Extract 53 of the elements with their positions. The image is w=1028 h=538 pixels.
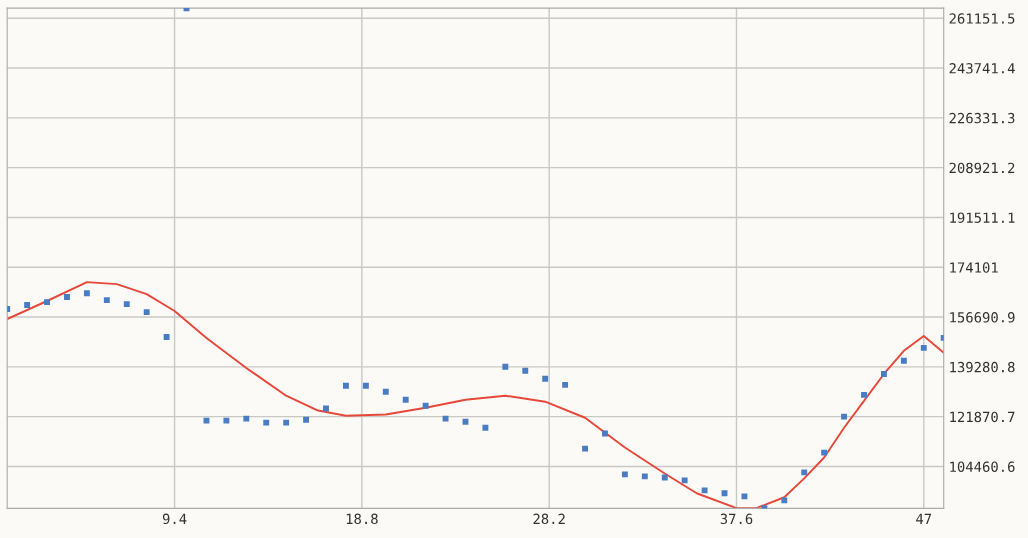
point xyxy=(303,416,310,423)
point xyxy=(920,344,927,351)
y-tick-label: 139280.8 xyxy=(950,361,1015,373)
point xyxy=(582,445,588,452)
y-tick-label: 121870.7 xyxy=(950,411,1015,423)
point xyxy=(681,477,688,484)
point xyxy=(83,290,90,297)
point xyxy=(621,471,628,478)
point xyxy=(143,309,150,316)
point xyxy=(841,413,848,420)
point xyxy=(64,294,70,300)
point xyxy=(163,334,170,340)
point xyxy=(701,487,708,494)
y-tick-label: 191511.1 xyxy=(950,212,1015,223)
point xyxy=(641,473,648,480)
point xyxy=(781,497,788,504)
point xyxy=(482,424,489,431)
point xyxy=(44,299,50,306)
x-tick-label: 37.6 xyxy=(720,513,753,525)
y-tick-label: 156690.9 xyxy=(950,312,1015,323)
y-tick-label: 174101 xyxy=(950,262,998,273)
point xyxy=(562,381,569,388)
point xyxy=(123,301,130,308)
point xyxy=(283,419,290,426)
y-tick-label: 261151.5 xyxy=(949,13,1015,24)
y-tick-label: 104460.6 xyxy=(950,461,1015,472)
x-tick-label: 9.4 xyxy=(162,513,187,525)
point xyxy=(542,375,549,382)
point xyxy=(801,469,808,476)
point xyxy=(223,417,230,424)
point xyxy=(900,357,907,364)
point xyxy=(382,388,389,395)
point xyxy=(502,363,509,370)
point xyxy=(103,297,110,304)
point xyxy=(821,449,828,456)
x-tick-label: 47 xyxy=(916,513,932,524)
point xyxy=(323,405,329,412)
x-tick-label: 18.8 xyxy=(346,513,378,525)
point xyxy=(522,367,529,374)
point xyxy=(442,415,449,422)
point xyxy=(402,396,409,403)
point xyxy=(263,419,270,426)
point xyxy=(342,382,349,389)
y-tick-label: 208921.2 xyxy=(949,162,1015,174)
y-tick-label: 226331.3 xyxy=(949,112,1015,124)
point xyxy=(243,415,250,422)
point xyxy=(422,402,429,409)
point xyxy=(24,302,31,308)
y-tick-label: 243741.4 xyxy=(949,63,1015,74)
point xyxy=(362,382,369,389)
x-tick-label: 28.2 xyxy=(533,513,565,525)
point xyxy=(880,371,887,377)
point xyxy=(861,391,867,398)
